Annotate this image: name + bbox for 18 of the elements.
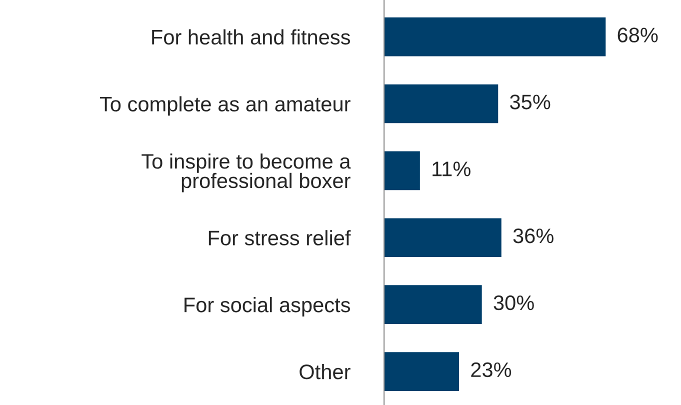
data-label: 36% xyxy=(513,228,554,244)
data-label: 30% xyxy=(494,295,534,310)
data-label: 11% xyxy=(432,162,470,176)
bar xyxy=(384,352,460,391)
data-label: 68% xyxy=(618,28,658,42)
bar xyxy=(384,285,482,324)
y-tick-label: Other xyxy=(300,364,350,380)
y-tick-label: To inspire to become a professional boxer xyxy=(142,153,351,192)
bar xyxy=(384,151,420,190)
data-label: 35% xyxy=(510,94,550,110)
data-label: 23% xyxy=(471,362,512,378)
y-tick-label: To complete as an amateur xyxy=(100,96,350,116)
bar xyxy=(384,218,502,258)
bar xyxy=(384,17,606,56)
y-tick-label: For social aspects xyxy=(184,297,350,316)
y-tick-label: For stress relief xyxy=(208,230,351,246)
bar xyxy=(384,84,498,124)
y-tick-label: For health and fitness xyxy=(152,29,350,45)
